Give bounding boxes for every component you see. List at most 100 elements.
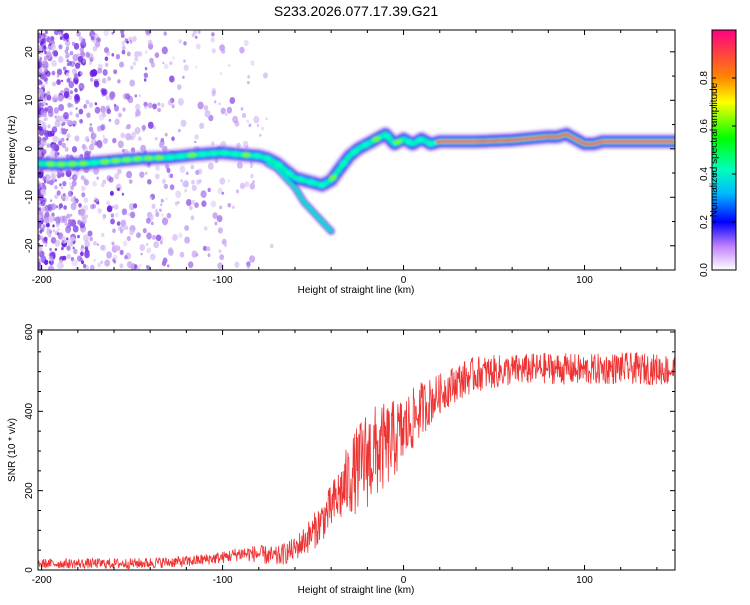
spectrogram-noise-blob [234,261,240,268]
spectrogram-noise-blob [45,80,48,85]
spectrogram-noise-blob [250,173,254,179]
spectrogram-noise-blob [81,217,87,225]
spectrogram-noise-blob [162,61,165,65]
spectrogram-noise-blob [38,68,43,73]
spectrogram-noise-blob [126,235,131,242]
spectrogram-noise-blob [65,46,69,51]
spectrogram-noise-blob [235,189,240,194]
snr-panel: -200 -100 0 100 0 200 400 600 Height of straig… [7,323,676,596]
spectrogram-noise-blob [249,255,256,263]
spectrogram-noise-blob [55,220,60,226]
spectrogram-noise-blob [269,243,274,249]
spectrogram-y-tick-label: -20 [24,238,35,253]
spectrogram-noise-blob [61,79,64,83]
spectrogram-noise-blob [101,77,107,84]
spectrogram-noise-blob [135,109,141,117]
spectrogram-noise-blob [104,56,109,62]
spectrogram-noise-blob [117,187,120,191]
spectrogram-noise-blob [88,102,94,108]
spectrogram-noise-blob [120,33,125,39]
spectrogram-noise-blob [77,234,80,239]
spectrogram-noise-blob [256,123,260,128]
spectrogram-noise-blob [180,119,187,128]
spectrogram-noise-blob [54,239,61,247]
figure-title: S233.2026.077.17.39.G21 [274,3,438,19]
spectrogram-noise-blob [140,144,147,152]
spectrogram-noise-blob [79,119,83,124]
spectrogram-noise-blob [155,211,160,217]
spectrogram-noise-blob [72,54,79,62]
spectrogram-ridge-blob [350,148,359,155]
spectrogram-noise-blob [66,237,69,241]
spectrogram-noise-blob [219,177,226,185]
spectrogram-noise-blob [69,111,73,116]
spectrogram-noise-blob [157,102,161,106]
spectrogram-noise-blob [39,142,45,148]
spectrogram-noise-blob [72,123,76,127]
spectrogram-noise-blob [111,205,114,209]
spectrogram-noise-blob [96,176,99,180]
spectrogram-noise-blob [196,179,201,185]
spectrogram-noise-blob [140,252,143,256]
spectrogram-noise-blob [161,46,168,55]
spectrogram-noise-blob [103,30,109,37]
spectrogram-noise-blob [241,112,247,119]
spectrogram-noise-blob [102,218,105,221]
spectrogram-noise-blob [51,151,56,156]
spectrogram-noise-blob [77,56,83,63]
spectrogram-noise-blob [38,102,44,110]
spectrogram-noise-blob [56,172,62,179]
spectrogram-noise-blob [126,261,133,269]
spectrogram-noise-blob [72,68,77,75]
spectrogram-noise-blob [82,145,88,153]
spectrogram-noise-blob [58,44,63,50]
spectrogram-y-axis-label: Frequency (Hz) [7,116,18,185]
colorbar-tick-label: 0.0 [699,263,710,277]
spectrogram-noise-blob [40,201,43,204]
colorbar-tick-label: 0.6 [699,119,710,133]
spectrogram-noise-blob [96,243,99,246]
spectrogram-ridge-blob [79,160,88,167]
spectrogram-noise-blob [60,236,67,244]
spectrogram-noise-blob [43,55,48,61]
spectrogram-noise-blob [135,103,141,111]
spectrogram-noise-blob [46,74,50,77]
spectrogram-noise-blob [54,179,58,182]
spectrogram-noise-blob [144,171,148,175]
snr-x-axis-label: Height of straight line (km) [298,585,415,596]
spectrogram-noise-blob [66,78,71,83]
spectrogram-noise-blob [76,31,81,37]
spectrogram-noise-blob [145,30,151,35]
spectrogram-noise-blob [55,152,58,156]
spectrogram-ridge-blob [231,151,240,157]
snr-x-tick-label: 0 [401,575,407,586]
spectrogram-noise-blob [125,125,129,130]
spectrogram-noise-blob [246,80,250,85]
spectrogram-noise-blob [66,213,71,219]
spectrogram-noise-blob [78,36,84,42]
spectrogram-noise-blob [199,122,205,129]
spectrogram-ridge-blob [242,152,251,158]
spectrogram-noise-blob [42,224,46,229]
spectrogram-noise-blob [147,102,153,109]
snr-y-tick-label: 0 [24,567,35,573]
spectrogram-noise-blob [210,37,215,43]
spectrogram-noise-blob [56,190,61,196]
spectrogram-noise-blob [61,172,65,177]
colorbar-tick-label: 0.4 [699,167,710,181]
spectrogram-noise-blob [150,62,156,68]
spectrogram-noise-blob [47,130,53,137]
spectrogram-noise-blob [54,248,58,251]
spectrogram-noise-blob [129,229,134,236]
spectrogram-noise-blob [88,143,95,151]
spectrogram-noise-blob [64,146,69,152]
spectrogram-noise-blob [61,137,65,142]
spectrogram-noise-blob [227,179,230,183]
spectrogram-noise-blob [163,31,167,36]
spectrogram-noise-blob [81,245,84,249]
spectrogram-noise-blob [194,202,199,208]
spectrogram-noise-blob [102,179,107,185]
spectrogram-noise-blob [217,187,223,195]
spectrogram-noise-blob [90,77,94,82]
